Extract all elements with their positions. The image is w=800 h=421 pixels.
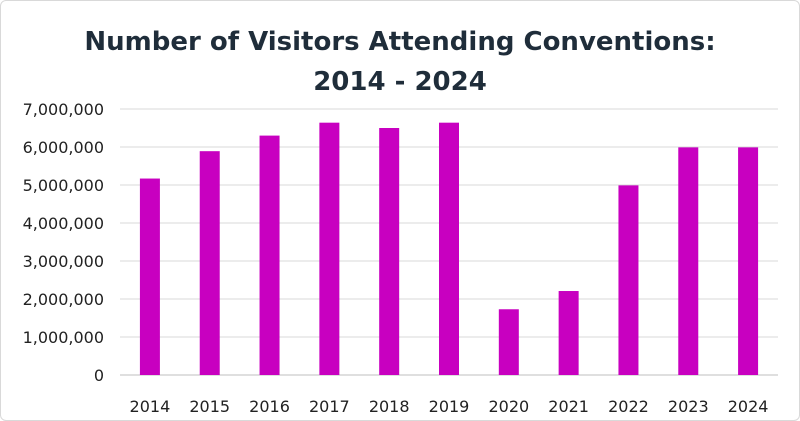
y-tick-label: 0	[94, 366, 104, 385]
bar-2015	[199, 151, 220, 375]
x-tick-label: 2017	[309, 397, 350, 416]
x-tick-label: 2014	[130, 397, 171, 416]
bar-2016	[259, 135, 280, 375]
bar-2017	[319, 122, 340, 376]
bar-2022	[618, 185, 639, 375]
y-tick-label: 5,000,000	[23, 176, 104, 195]
x-tick-label: 2019	[429, 397, 470, 416]
y-tick-label: 3,000,000	[23, 252, 104, 271]
bar-2014	[139, 178, 160, 375]
x-tick-label: 2021	[548, 397, 589, 416]
bar-2019	[439, 122, 459, 376]
x-tick-label: 2024	[728, 397, 769, 416]
x-tick-label: 2020	[488, 397, 529, 416]
x-tick-label: 2018	[369, 397, 410, 416]
bar-2024	[738, 147, 759, 375]
chart-title: Number of Visitors Attending Conventions…	[0, 22, 800, 102]
bar-2018	[379, 128, 400, 375]
bar-2023	[678, 147, 699, 375]
x-tick-label: 2015	[189, 397, 230, 416]
y-tick-label: 2,000,000	[23, 290, 104, 309]
x-tick-label: 2016	[249, 397, 290, 416]
chart-title-line-2: 2014 - 2024	[313, 67, 487, 97]
y-tick-label: 4,000,000	[23, 214, 104, 233]
bar-2020	[498, 309, 519, 375]
y-tick-label: 7,000,000	[23, 100, 104, 119]
x-tick-label: 2022	[608, 397, 649, 416]
y-tick-label: 1,000,000	[23, 328, 104, 347]
chart-title-line-1: Number of Visitors Attending Conventions…	[84, 27, 716, 57]
bar-2021	[558, 291, 579, 375]
x-tick-label: 2023	[668, 397, 709, 416]
y-tick-label: 6,000,000	[23, 138, 104, 157]
